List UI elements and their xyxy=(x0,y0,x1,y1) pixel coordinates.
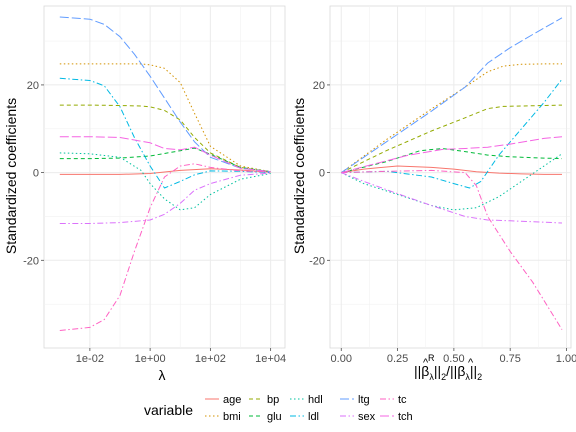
series-line-tch xyxy=(341,136,563,174)
series-line-age xyxy=(341,165,562,175)
legend-label-tch: tch xyxy=(398,411,413,423)
x-tick-label: 0.75 xyxy=(499,353,520,365)
xlabel-beta: β xyxy=(421,363,429,379)
y-tick-label: -20 xyxy=(309,255,325,267)
legend-label-ltg: ltg xyxy=(358,394,370,406)
series-line-tch xyxy=(59,136,271,173)
y-tick-label: 20 xyxy=(313,80,325,92)
xlabel-slash: / xyxy=(446,363,450,379)
legend-item-sex: sex xyxy=(340,411,376,423)
xlabel-open-bars: || xyxy=(414,363,421,379)
y-tick-label: 20 xyxy=(27,80,39,92)
xlabel-sub-2b: 2 xyxy=(477,372,482,382)
right-series-lines xyxy=(341,17,563,330)
legend-title: variable xyxy=(144,402,193,418)
right-chart: 0.00 0.25 0.50 0.75 1.00 -20 0 20 Standardized… xyxy=(291,5,576,382)
left-grid xyxy=(44,6,285,348)
xlabel-hat-1: ^ xyxy=(423,357,429,369)
x-tick-label: 0.50 xyxy=(443,353,464,365)
x-tick-label: 0.25 xyxy=(387,353,408,365)
series-line-ltg xyxy=(59,16,271,173)
left-x-ticks: 1e-02 1e+00 1e+02 1e+04 xyxy=(76,348,286,365)
left-y-ticks: -20 0 20 xyxy=(23,80,44,267)
legend-label-tc: tc xyxy=(398,394,407,406)
series-line-bp xyxy=(341,104,563,174)
left-chart: 1e-02 1e+00 1e+02 1e+04 -20 0 20 λ Standardiz… xyxy=(3,5,286,383)
x-tick-label: 1e+00 xyxy=(135,353,166,365)
series-line-bmi xyxy=(59,63,271,173)
legend-label-bp: bp xyxy=(267,394,279,406)
x-tick-label: 1e+02 xyxy=(195,353,226,365)
legend-label-sex: sex xyxy=(358,411,376,423)
y-tick-label: -20 xyxy=(23,255,39,267)
left-x-axis-title: λ xyxy=(159,367,166,383)
series-line-bp xyxy=(59,104,271,173)
legend-item-glu: glu xyxy=(249,411,282,423)
series-line-glu xyxy=(341,148,563,174)
legend-item-age: age xyxy=(205,394,241,406)
legend-item-tch: tch xyxy=(380,411,413,423)
xlabel-lambda-sub-2: λ xyxy=(465,372,470,382)
right-x-axis-title: ||βλ||2/||βλ||2 R ^ ^ xyxy=(414,353,482,382)
series-line-age xyxy=(59,168,271,175)
series-line-ltg xyxy=(341,17,563,174)
xlabel-sup-r: R xyxy=(428,353,435,363)
xlabel-hat-2: ^ xyxy=(468,357,474,369)
x-tick-label: 0.00 xyxy=(331,353,352,365)
xlabel-sub-2a: 2 xyxy=(441,372,446,382)
x-tick-label: 1.00 xyxy=(556,353,576,365)
legend-item-ltg: ltg xyxy=(340,394,370,406)
y-tick-label: 0 xyxy=(319,168,325,180)
y-tick-label: 0 xyxy=(33,168,39,180)
legend-label-glu: glu xyxy=(267,411,282,423)
legend-label-ldl: ldl xyxy=(308,411,319,423)
legend-label-age: age xyxy=(223,394,241,406)
xlabel-lambda-sub: λ xyxy=(429,372,434,382)
right-plot-border xyxy=(329,5,572,349)
right-grid xyxy=(330,6,571,348)
legend: variable age bmi bp glu hdl ldl ltg sex tc tch xyxy=(144,394,413,423)
series-line-glu xyxy=(59,147,271,173)
xlabel-beta-2: β xyxy=(457,363,465,379)
xlabel-close-bars: || xyxy=(470,363,477,379)
legend-item-bmi: bmi xyxy=(205,411,241,423)
left-series-lines xyxy=(59,16,271,331)
legend-label-hdl: hdl xyxy=(308,394,323,406)
x-tick-label: 1e-02 xyxy=(76,353,104,365)
right-y-ticks: -20 0 20 xyxy=(309,80,330,267)
right-y-axis-title: Standardized coefficients xyxy=(291,98,307,254)
xlabel-mid-bars: || xyxy=(434,363,441,379)
svg-text:||βλ||2/||βλ||2: ||βλ||2/||βλ||2 xyxy=(414,363,482,382)
legend-item-bp: bp xyxy=(249,394,279,406)
x-tick-label: 1e+04 xyxy=(255,353,286,365)
series-line-sex xyxy=(59,172,271,224)
right-x-ticks: 0.00 0.25 0.50 0.75 1.00 xyxy=(331,348,576,365)
left-y-axis-title: Standardized coefficients xyxy=(3,98,19,254)
legend-item-tc: tc xyxy=(380,394,407,406)
legend-item-ldl: ldl xyxy=(290,411,319,423)
series-line-tc xyxy=(341,169,563,330)
series-line-ldl xyxy=(59,77,271,189)
series-line-ldl xyxy=(341,78,563,189)
legend-item-hdl: hdl xyxy=(290,394,323,406)
legend-label-bmi: bmi xyxy=(223,411,241,423)
xlabel-bars-2: || xyxy=(450,363,457,379)
